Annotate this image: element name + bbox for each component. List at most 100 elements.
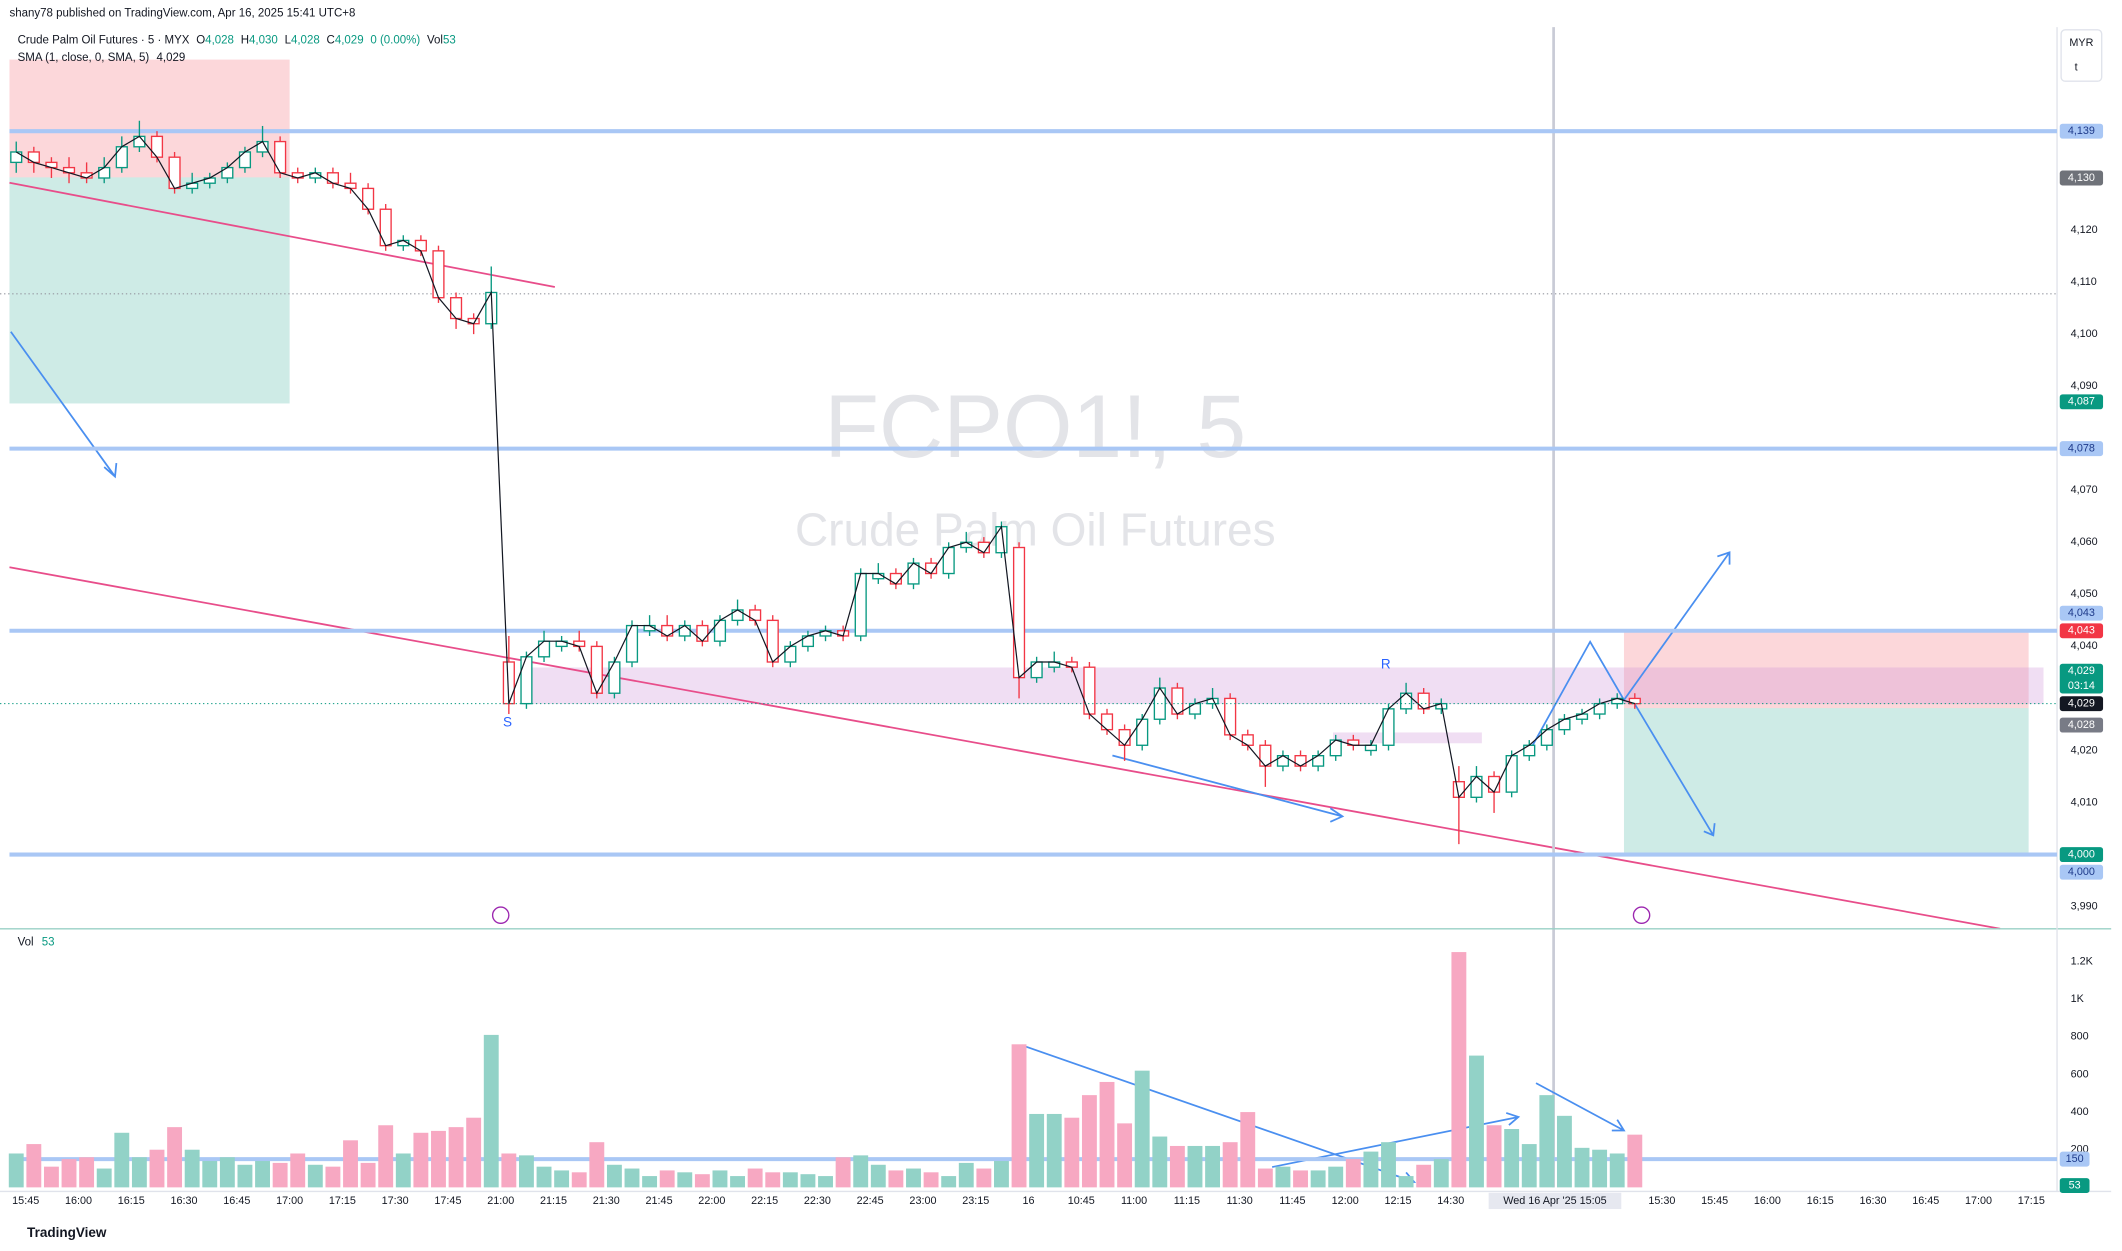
volume-bar <box>1433 1159 1449 1188</box>
volume-value: 53 <box>42 936 55 948</box>
y-tick-label: 4,050 <box>2071 588 2098 600</box>
trend-line <box>9 566 2001 930</box>
event-icon <box>1632 906 1651 925</box>
watermark-subtitle: Crude Palm Oil Futures <box>795 504 1276 556</box>
y-tick-label: 4,070 <box>2071 484 2098 496</box>
volume-bar <box>906 1168 921 1188</box>
volume-bar <box>1257 1168 1273 1188</box>
currency: MYR <box>2069 37 2093 49</box>
candle-body <box>274 140 287 174</box>
volume-bar <box>747 1168 763 1188</box>
volume-bar <box>1486 1125 1502 1188</box>
volume-bar <box>395 1153 411 1188</box>
volume-bar <box>1627 1134 1643 1188</box>
volume-bar <box>1556 1115 1572 1188</box>
volume-bar <box>712 1170 728 1188</box>
volume-bar <box>1029 1113 1045 1188</box>
y-tick-label: 4,110 <box>2071 276 2097 288</box>
x-tick-label: 15:45 <box>12 1195 39 1207</box>
arrow <box>1535 1082 1626 1132</box>
volume-bar <box>1416 1164 1432 1188</box>
candle-body <box>115 146 128 169</box>
volume-bar <box>782 1172 798 1188</box>
volume-tick-label: 800 <box>2071 1031 2089 1043</box>
volume-bar <box>483 1034 499 1188</box>
volume-bar <box>79 1157 95 1188</box>
candle-body <box>766 619 779 663</box>
x-tick-label: 11:45 <box>1279 1195 1305 1207</box>
watermark: FCPO1!, 5 <box>824 376 1246 476</box>
arrow <box>1112 754 1345 823</box>
volume-bar <box>431 1130 446 1188</box>
y-tick-label: 3,990 <box>2071 900 2098 912</box>
price-badge-label: 4,029 <box>2068 665 2095 677</box>
x-tick-label: 17:00 <box>276 1195 303 1207</box>
price-badge-label: 4,130 <box>2068 172 2095 184</box>
candle-body <box>625 624 639 663</box>
volume-bar <box>1609 1153 1625 1188</box>
volume-bar <box>1081 1095 1097 1188</box>
volume-bar <box>1222 1142 1238 1188</box>
candle-body <box>1400 692 1413 710</box>
candle-body <box>784 645 797 663</box>
volume-bar <box>571 1172 587 1188</box>
volume-bar <box>1240 1112 1256 1188</box>
volume-bar <box>1293 1170 1308 1188</box>
price-badge <box>2059 441 2104 457</box>
footer-logo: TradingView <box>27 1225 107 1240</box>
volume-bar <box>958 1162 974 1188</box>
volume-bar <box>1187 1145 1203 1188</box>
volume-badge <box>2059 1151 2090 1167</box>
x-tick-label: 16:15 <box>118 1195 145 1207</box>
target-zone <box>1623 708 2029 856</box>
volume-bar <box>589 1142 605 1188</box>
volume-badge <box>2059 1178 2090 1193</box>
ohlc-key: L <box>285 35 292 47</box>
x-tick-label: 22:45 <box>857 1195 884 1207</box>
volume-bar <box>167 1127 183 1188</box>
x-tick-label: 16:00 <box>65 1195 92 1207</box>
y-tick-label: 4,010 <box>2071 796 2098 808</box>
x-tick-label: 16:00 <box>1754 1195 1781 1207</box>
volume-bar <box>835 1157 851 1188</box>
sma-legend: SMA (1, close, 0, SMA, 5) 4,029 <box>18 52 186 64</box>
x-tick-label: 21:45 <box>646 1195 673 1207</box>
x-tick-label: 22:30 <box>804 1195 831 1207</box>
volume-bar <box>923 1172 939 1188</box>
volume-bar <box>307 1164 323 1188</box>
unit-box <box>2060 29 2103 82</box>
volume-bar <box>765 1172 781 1188</box>
price-badge <box>2059 605 2104 621</box>
x-tick-label: 16:30 <box>171 1195 198 1207</box>
volume-bar <box>1469 1055 1484 1188</box>
volume-bar <box>888 1170 904 1188</box>
volume-bar <box>1539 1095 1555 1188</box>
volume-bar <box>1205 1145 1221 1188</box>
candle-body <box>10 151 23 164</box>
ohlc-value: 4,028 <box>205 35 234 47</box>
x-tick-label: 21:15 <box>540 1195 567 1207</box>
arrows <box>10 331 1731 1183</box>
price-badge-label: 4,087 <box>2068 396 2095 408</box>
header: shany78 published on TradingView.com, Ap… <box>9 8 355 20</box>
ohlc-key: C <box>327 35 335 47</box>
volume-bar <box>941 1176 957 1188</box>
x-tick-label: 22:00 <box>698 1195 725 1207</box>
candle-body <box>1382 708 1395 746</box>
candle-body <box>449 297 463 320</box>
candle-body <box>854 572 867 637</box>
x-tick-label: 22:15 <box>751 1195 778 1207</box>
price-badge-label: 4,078 <box>2068 442 2095 454</box>
volume-bar <box>1134 1070 1150 1188</box>
candle-body <box>1083 666 1096 715</box>
volume-bar <box>184 1149 200 1188</box>
volume-bar <box>43 1166 59 1188</box>
volume-bar <box>642 1176 658 1188</box>
volume-bar <box>325 1166 341 1188</box>
countdown: 03:14 <box>2068 680 2095 692</box>
volume-bar <box>1345 1159 1361 1188</box>
volume-bar <box>1011 1044 1027 1188</box>
volume-bar <box>694 1174 710 1188</box>
